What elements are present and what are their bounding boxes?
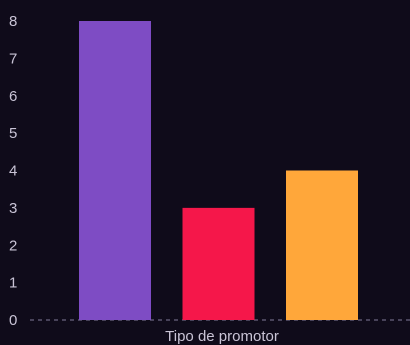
y-tick-label: 1 — [9, 275, 17, 292]
y-tick-label: 3 — [9, 200, 17, 217]
y-tick-label: 5 — [9, 125, 17, 142]
y-axis-ticks: 0 1 2 3 4 5 6 7 8 — [9, 13, 17, 329]
y-tick-label: 7 — [9, 50, 17, 67]
y-tick-label: 8 — [9, 13, 17, 30]
bar — [79, 21, 151, 320]
bar — [182, 207, 255, 320]
y-tick-label: 0 — [9, 312, 17, 329]
y-tick-label: 2 — [9, 237, 17, 254]
x-axis-title: Tipo de promotor — [165, 328, 279, 345]
bars — [79, 21, 358, 320]
bar — [286, 170, 358, 320]
y-tick-label: 4 — [9, 163, 17, 180]
y-tick-label: 6 — [9, 88, 17, 105]
